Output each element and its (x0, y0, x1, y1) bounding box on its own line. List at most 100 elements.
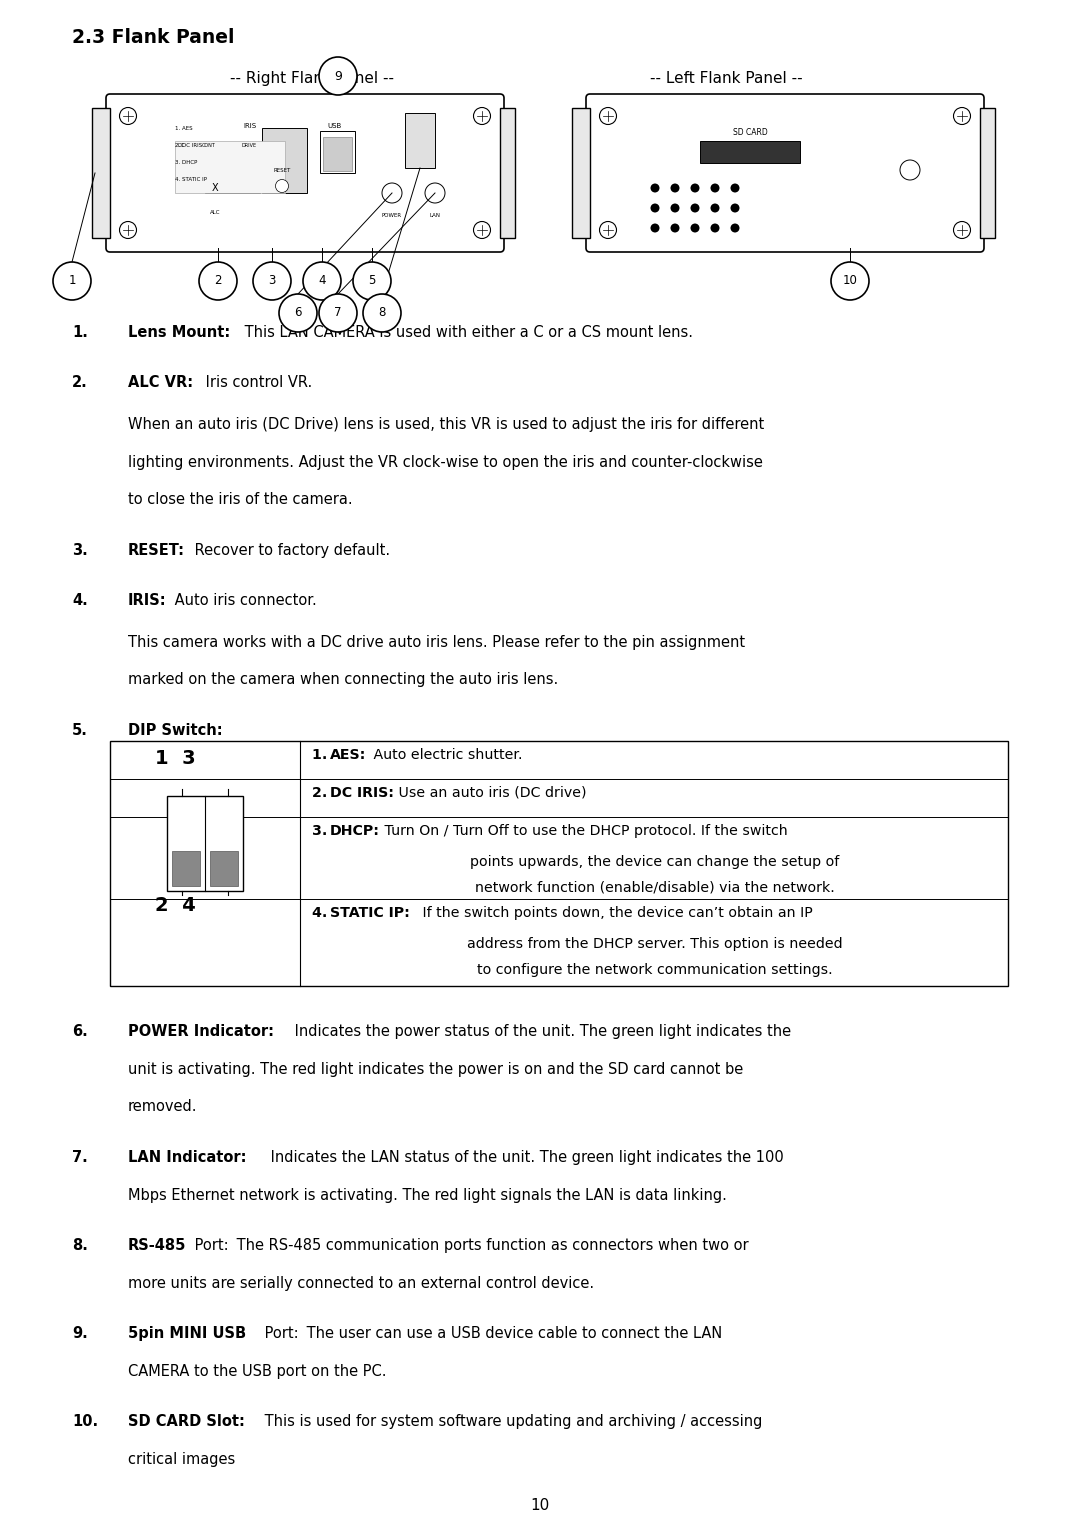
Circle shape (363, 294, 401, 333)
Circle shape (319, 57, 357, 95)
Text: more units are serially connected to an external control device.: more units are serially connected to an … (129, 1275, 594, 1291)
Circle shape (275, 179, 288, 193)
Circle shape (730, 184, 740, 193)
Text: 5: 5 (368, 274, 376, 288)
Circle shape (426, 182, 445, 202)
Text: DC IRIS:: DC IRIS: (330, 786, 394, 800)
Text: Use an auto iris (DC drive): Use an auto iris (DC drive) (394, 786, 586, 800)
Circle shape (671, 224, 679, 233)
Text: critical images: critical images (129, 1452, 235, 1467)
Bar (980, 107, 995, 238)
Circle shape (671, 184, 679, 193)
Text: The RS-485 communication ports function as connectors when two or: The RS-485 communication ports function … (232, 1239, 748, 1252)
Circle shape (711, 204, 719, 213)
Bar (572, 107, 590, 238)
Circle shape (671, 204, 679, 213)
Text: Auto iris connector.: Auto iris connector. (170, 593, 316, 609)
Text: ALC VR:: ALC VR: (129, 376, 193, 391)
Circle shape (279, 294, 318, 333)
Circle shape (900, 159, 920, 179)
Text: CONT: CONT (202, 143, 216, 149)
Bar (210, 851, 238, 886)
Text: network function (enable/disable) via the network.: network function (enable/disable) via th… (475, 881, 835, 895)
Text: unit is activating. The red light indicates the power is on and the SD card cann: unit is activating. The red light indica… (129, 1061, 743, 1076)
Circle shape (690, 184, 700, 193)
Text: DIP Switch:: DIP Switch: (129, 722, 222, 737)
Text: marked on the camera when connecting the auto iris lens.: marked on the camera when connecting the… (129, 673, 558, 687)
Circle shape (120, 107, 136, 124)
Text: 2. DC IRIS: 2. DC IRIS (175, 143, 202, 149)
Text: 10.: 10. (72, 1415, 98, 1429)
Circle shape (730, 224, 740, 233)
Circle shape (599, 221, 617, 239)
Text: This is used for system software updating and archiving / accessing: This is used for system software updatin… (260, 1415, 762, 1429)
Bar (262, 127, 307, 193)
Text: to close the iris of the camera.: to close the iris of the camera. (129, 492, 353, 507)
Bar (700, 141, 800, 162)
Circle shape (599, 107, 617, 124)
Text: POWER Indicator:: POWER Indicator: (129, 1024, 274, 1039)
Bar (92, 107, 110, 238)
Text: DC: DC (178, 143, 185, 149)
Text: to configure the network communication settings.: to configure the network communication s… (477, 963, 833, 977)
Circle shape (473, 221, 490, 239)
Circle shape (53, 262, 91, 300)
Text: 3: 3 (268, 274, 275, 288)
Bar (405, 113, 435, 169)
Circle shape (382, 182, 402, 202)
Text: DHCP:: DHCP: (330, 823, 380, 839)
Bar (172, 851, 200, 886)
Text: 1.: 1. (72, 325, 87, 340)
Text: 3. DHCP: 3. DHCP (175, 159, 198, 166)
Circle shape (831, 262, 869, 300)
Circle shape (954, 107, 971, 124)
Text: Indicates the power status of the unit. The green light indicates the: Indicates the power status of the unit. … (291, 1024, 792, 1039)
Text: Mbps Ethernet network is activating. The red light signals the LAN is data linki: Mbps Ethernet network is activating. The… (129, 1188, 727, 1202)
Text: lighting environments. Adjust the VR clock-wise to open the iris and counter-clo: lighting environments. Adjust the VR clo… (129, 455, 762, 469)
Text: -- Left Flank Panel --: -- Left Flank Panel -- (650, 71, 802, 86)
Circle shape (303, 262, 341, 300)
Text: Port:: Port: (260, 1326, 299, 1341)
Text: Indicates the LAN status of the unit. The green light indicates the 100: Indicates the LAN status of the unit. Th… (266, 1150, 784, 1165)
Text: 6: 6 (294, 307, 301, 319)
Circle shape (730, 204, 740, 213)
Text: 2.: 2. (312, 786, 333, 800)
Circle shape (690, 204, 700, 213)
Text: 2.3 Flank Panel: 2.3 Flank Panel (72, 28, 234, 48)
Text: 2  4: 2 4 (154, 895, 195, 915)
Text: 4. STATIC IP: 4. STATIC IP (175, 176, 207, 182)
Circle shape (319, 294, 357, 333)
Text: 1. AES: 1. AES (175, 126, 192, 130)
Text: DRIVE: DRIVE (242, 143, 257, 149)
Text: 9.: 9. (72, 1326, 87, 1341)
Text: 5.: 5. (72, 722, 87, 737)
Bar (175, 141, 285, 193)
Text: 3.: 3. (312, 823, 333, 839)
Text: This LAN CAMERA is used with either a C or a CS mount lens.: This LAN CAMERA is used with either a C … (240, 325, 693, 340)
Text: RESET: RESET (273, 169, 291, 173)
Text: USB: USB (328, 123, 342, 129)
Text: address from the DHCP server. This option is needed: address from the DHCP server. This optio… (468, 937, 842, 950)
Circle shape (954, 221, 971, 239)
Bar (167, 796, 243, 891)
Text: IRIS: IRIS (243, 123, 257, 129)
Text: If the switch points down, the device can’t obtain an IP: If the switch points down, the device ca… (418, 906, 813, 920)
Bar (110, 740, 1008, 986)
Text: LAN: LAN (430, 213, 441, 218)
Text: 7: 7 (334, 307, 341, 319)
Text: Port:: Port: (190, 1239, 229, 1252)
Text: RS-485: RS-485 (129, 1239, 187, 1252)
Text: STATIC IP:: STATIC IP: (330, 906, 410, 920)
Text: 10: 10 (530, 1498, 550, 1513)
FancyBboxPatch shape (106, 94, 504, 251)
FancyBboxPatch shape (586, 94, 984, 251)
Circle shape (711, 184, 719, 193)
Text: SD CARD: SD CARD (732, 127, 768, 136)
Text: 5pin MINI USB: 5pin MINI USB (129, 1326, 246, 1341)
Circle shape (690, 224, 700, 233)
Bar (323, 136, 352, 172)
Circle shape (711, 224, 719, 233)
Circle shape (650, 184, 660, 193)
Text: points upwards, the device can change the setup of: points upwards, the device can change th… (471, 855, 839, 869)
Circle shape (650, 204, 660, 213)
